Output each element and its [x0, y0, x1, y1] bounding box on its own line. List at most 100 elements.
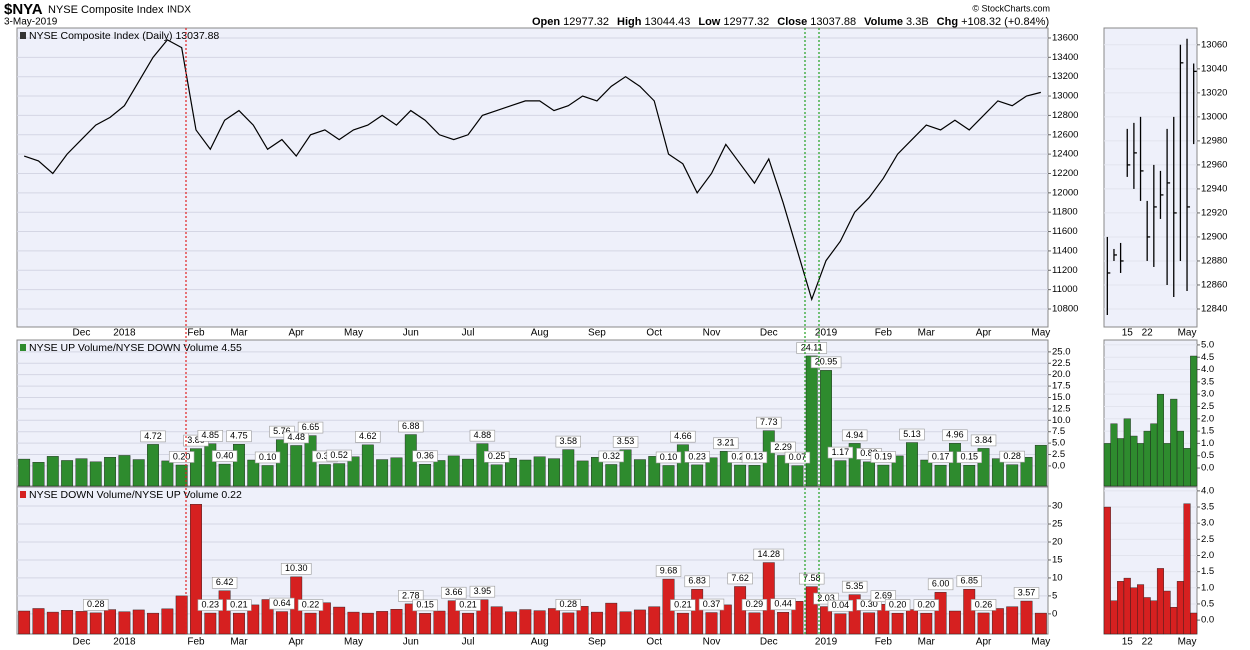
bar: [920, 612, 933, 635]
bar: [1034, 612, 1047, 635]
data-label: 20.95: [815, 357, 838, 367]
label-box: [555, 435, 581, 448]
bar: [1006, 606, 1019, 635]
x-tick-label: Dec: [73, 328, 91, 339]
bar: [218, 590, 231, 635]
bar: [834, 460, 847, 487]
label-box: [297, 421, 324, 434]
label-box: [398, 590, 424, 602]
bar: [548, 608, 560, 635]
bar: [748, 465, 761, 487]
bar: [605, 602, 618, 635]
label-box: [211, 450, 238, 462]
bar: [1020, 457, 1033, 487]
bar: [1190, 612, 1198, 635]
title-icon: [20, 32, 26, 39]
data-label: 0.17: [932, 452, 950, 462]
y-tick-label: 3.5: [1201, 502, 1214, 513]
y-tick-label: 5.0: [1201, 339, 1214, 350]
bar: [705, 612, 718, 635]
y-tick-label: 3.5: [1201, 376, 1214, 387]
label-box: [226, 430, 252, 443]
panel: 0.02.55.07.510.012.515.017.520.022.525.0…: [16, 339, 1071, 487]
event-markers: [185, 28, 820, 634]
y-tick-label: 17.5: [1052, 381, 1071, 392]
bar: [791, 601, 804, 635]
bar: [777, 455, 790, 487]
y-tick-label: 0.0: [1052, 460, 1065, 471]
bar: [118, 455, 131, 487]
label-box: [698, 598, 725, 611]
bar: [533, 456, 546, 487]
bar: [863, 612, 875, 635]
quote-label: Low: [698, 16, 720, 28]
bar: [676, 444, 689, 487]
data-label: 3.58: [560, 436, 578, 446]
bar: [318, 464, 331, 487]
data-label: 0.15: [960, 452, 978, 462]
x-tick-label: Mar: [918, 637, 936, 648]
bar: [1020, 600, 1033, 635]
bar: [476, 443, 489, 487]
bar: [519, 609, 532, 635]
y-tick-label: 12940: [1201, 183, 1227, 194]
bar: [820, 606, 832, 635]
data-label: 6.88: [402, 421, 420, 431]
y-tick-label: 3.0: [1201, 389, 1214, 400]
data-label: 3.80: [187, 435, 205, 445]
y-tick-label: 20: [1052, 537, 1063, 548]
y-tick-label: 5.0: [1052, 438, 1065, 449]
label-box: [297, 599, 324, 611]
label-box: [756, 416, 782, 429]
x-tick-label: May: [1178, 328, 1197, 339]
label-box: [841, 580, 868, 593]
label-box: [913, 599, 939, 611]
data-label: 0.21: [674, 599, 692, 609]
data-label: 10.30: [285, 563, 308, 573]
y-tick-label: 11200: [1052, 265, 1078, 276]
data-label: 0.64: [273, 598, 291, 608]
bar: [877, 464, 890, 487]
x-tick-label: Mar: [918, 328, 936, 339]
label-box: [841, 429, 868, 442]
panel: 0.0 0.5 1.0 1.5 2.0 2.5 3.0 3.5 4.0 15 22 May: [1103, 485, 1214, 648]
index-name: NYSE Composite Index: [48, 4, 164, 16]
bar: [247, 459, 260, 487]
bar: [1150, 423, 1158, 487]
data-label: 2.29: [774, 442, 792, 452]
bar: [533, 610, 546, 635]
y-tick-label: 13400: [1052, 52, 1078, 63]
y-tick-label: 4.0: [1201, 485, 1214, 496]
y-tick-label: 12880: [1201, 255, 1227, 266]
data-label: 4.96: [946, 430, 964, 440]
bar: [419, 613, 432, 635]
y-tick-label: 12.5: [1052, 403, 1071, 414]
label-box: [796, 342, 828, 354]
bar: [977, 448, 990, 487]
data-label: 2.78: [402, 590, 420, 600]
x-tick-label: 22: [1142, 328, 1154, 339]
label-box: [280, 563, 312, 575]
data-label: 0.26: [975, 599, 993, 609]
label-box: [484, 450, 510, 463]
x-tick-label: 22: [1142, 637, 1154, 648]
y-tick-label: 4.5: [1201, 352, 1214, 363]
bar: [1163, 443, 1171, 487]
label-box: [856, 598, 882, 611]
y-tick-label: 1.5: [1201, 426, 1214, 437]
label-box: [1013, 587, 1040, 599]
x-tick-label: Dec: [760, 328, 778, 339]
label-box: [555, 599, 581, 611]
y-tick-label: 13020: [1201, 87, 1227, 98]
y-tick-label: 0.5: [1201, 450, 1214, 461]
bar: [104, 609, 117, 635]
data-label: 4.75: [230, 431, 248, 441]
data-label: 0.04: [832, 600, 850, 610]
bar: [648, 606, 661, 635]
bar: [906, 609, 918, 635]
bar: [891, 455, 904, 487]
bar: [633, 609, 646, 635]
bar: [233, 444, 245, 487]
label-box: [612, 436, 639, 448]
bar: [275, 611, 288, 635]
